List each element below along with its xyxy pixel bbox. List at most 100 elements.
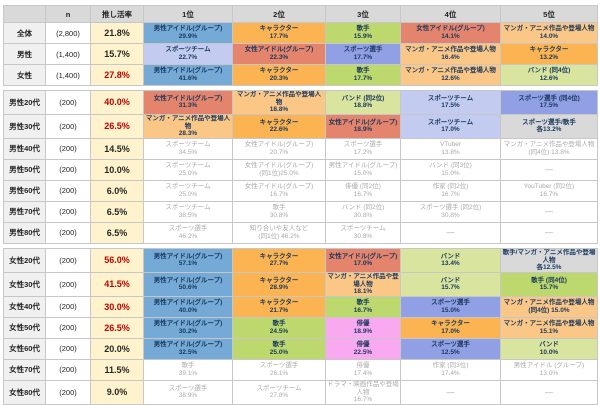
rank-item-name: 男性アイドル(グループ) [153,67,223,75]
oshikatsu-rate: 15.7% [90,43,144,65]
rank-item-value: 25.0% [178,190,198,198]
table-row: 女性80代 (200) 9.0% スポーツ選手 38.9% スポーツチーム 27.8% ドラマ… [3,379,598,405]
rank-4-cell: バンド 13.4% [400,247,501,273]
oshikatsu-rate: 9.0% [90,379,144,405]
rank-item-name: — [545,207,553,217]
rank-3-cell: ドラマ・映画作品や登場人物 16.7% [325,379,401,405]
rank-1-cell: スポーツチーム 22.7% [143,43,233,65]
rank-item-name: 歌手 [272,341,286,349]
rank-4-cell: — [400,221,501,244]
rank-1-cell: 男性アイドル(グループ) 50.6% [143,271,233,297]
group-label: 男性70代 [3,200,46,223]
rank-item-name: 女性アイドル(グループ) [328,252,398,260]
rank-5-cell: — [500,221,598,244]
table-row: 男性20代 (200) 40.0% 女性アイドル(グループ) 31.3% マンガ・アニメ作… [3,90,598,115]
rank-item-value: 20.7% [269,148,289,156]
rank-item-value: 27.7% [269,260,289,268]
rank-item-name: スポーツチーム [165,141,211,149]
rank-5-cell: マンガ・アニメ作品や登場人物 15.1% [500,316,598,339]
group-label: 男性60代 [3,179,46,202]
sample-size: (200) [45,200,91,223]
oshikatsu-rate: 10.0% [90,158,144,181]
rank-item-value: 17.5% [539,102,559,110]
rank-item-name: 俳優 [356,320,370,328]
oshikatsu-rate: 30.0% [90,295,144,318]
rank-item-name: 女性アイドル(グループ) [328,118,398,126]
rank-1-cell: スポーツ選手 38.9% [143,379,233,405]
rank-5-cell: バンド (同4位) 12.6% [500,64,598,86]
rank-item-name: スポーツチーム [165,162,211,170]
rank-3-cell: バンド (同2位) 30.8% [325,200,401,223]
rank-item-name: 歌手 [356,25,370,33]
oshikatsu-rate: 6.5% [90,200,144,223]
rank-4-cell: キャラクター 17.0% [400,316,501,339]
rank-3-cell: 男性アイドル(グループ) 15.0% [325,158,401,181]
rank-item-value: 18.9% [353,327,373,335]
rank-item-name: 俳優 [356,362,370,370]
rank-item-value: 17.0% [441,327,460,335]
rank-item-value: 25.0% [269,348,289,356]
rank-item-name: 男性アイドル(グループ) [153,252,223,260]
rank-item-value: 18.8% [353,102,373,110]
rank-3-cell: マンガ・アニメ作品や登場人物 18.1% [325,271,401,297]
rank-item-name: キャラクター [431,320,470,328]
rank-item-name: — [446,387,455,397]
rank-5-cell: マンガ・アニメ作品や登場人物 (同4位) 15.0% [500,295,598,318]
rank-item-value: 39.1% [178,369,198,377]
rank-item-name: キャラクター [259,299,299,307]
rank-2-cell: 歌手 25.0% [232,337,326,360]
rank-1-cell: スポーツ選手 46.2% [143,221,233,244]
oshikatsu-rate: 6.0% [90,179,144,202]
rank-5-cell: 歌手/マンガ・アニメ作品や登場人物 各12.5% [500,247,598,273]
rank-2-cell: キャラクター 22.6% [232,113,326,139]
rank-2-cell: キャラクター 28.9% [232,271,326,297]
rank-item-name: 歌手 [356,67,370,75]
rank-item-value: 12.6% [539,75,559,82]
table-row: 男性60代 (200) 6.0% スポーツチーム 25.0% 女性アイドル(グループ) 16… [3,179,598,202]
rank-item-value: 各12.5% [536,264,562,272]
rank-1-cell: スポーツチーム 25.0% [143,179,233,202]
header-rate: 推し活率 [90,5,144,23]
rank-2-cell: 知り合いや友人など (同1位) 46.2% [232,221,326,244]
rank-item-value: 22.3% [269,54,289,61]
rank-5-cell: — [500,158,598,181]
rank-item-name: — [545,165,553,175]
rank-item-name: キャラクター [259,252,299,260]
rank-1-cell: 男性アイドル(グループ) 30.2% [143,316,233,339]
header-rank-5: 5位 [500,5,598,23]
oshikatsu-rate: 14.5% [90,137,144,160]
table-row: 男性50代 (200) 10.0% スポーツチーム 25.0% 女性アイドル(グループ)(… [3,158,598,181]
rank-item-value: 57.1% [178,260,198,268]
rank-item-name: バンド (同2位) [341,94,385,102]
rank-2-cell: キャラクター 27.7% [232,247,326,273]
rank-2-cell: マンガ・アニメ作品や登場人物 18.8% [232,90,326,115]
rank-item-name: マンガ・アニメ作品や登場人物 [405,67,496,75]
rank-item-value: 22.7% [178,54,198,61]
table-row: 女性 (1,400) 27.8% 男性アイドル(グループ) 41.6% キャラクター 20.… [3,64,598,86]
oshikatsu-rate: 20.0% [90,337,144,360]
group-label: 女性70代 [3,358,46,381]
rank-item-value: 17.4% [353,369,373,377]
rank-3-cell: 女性アイドル(グループ) 17.0% [325,247,401,273]
sample-size: (2,800) [45,22,91,44]
rank-4-cell: スポーツチーム 17.0% [400,113,501,139]
rank-item-name: — [446,228,455,238]
rank-item-name: マンガ・アニメ作品や登場人物 [145,114,231,130]
rank-3-cell: 女性アイドル(グループ) 18.9% [325,113,401,139]
rank-item-name: 歌手 [272,320,286,328]
rank-item-value: 40.0% [178,306,198,314]
rank-4-cell: マンガ・アニメ作品や登場人物 12.6% [400,64,501,86]
rank-3-cell: 歌手 17.7% [325,64,401,86]
rank-item-value: 17.5% [441,102,460,110]
rank-item-name: 俳優 [356,341,370,349]
rank-item-value: 15.7% [441,284,460,292]
rank-item-value: 12.6% [441,75,460,82]
rank-item-value: 46.2% [178,232,198,240]
rank-item-value: 28.3% [178,130,198,138]
group-label: 女性30代 [3,271,46,297]
rank-item-value: 17.2% [353,148,373,156]
table-row: 女性70代 (200) 11.5% 歌手 39.1% スポーツ選手 26.1% 俳優 17.4%… [3,358,598,381]
rank-item-name: バンド [440,252,461,260]
rank-3-cell: 俳優 18.9% [325,316,401,339]
group-label: 男性80代 [3,221,46,244]
